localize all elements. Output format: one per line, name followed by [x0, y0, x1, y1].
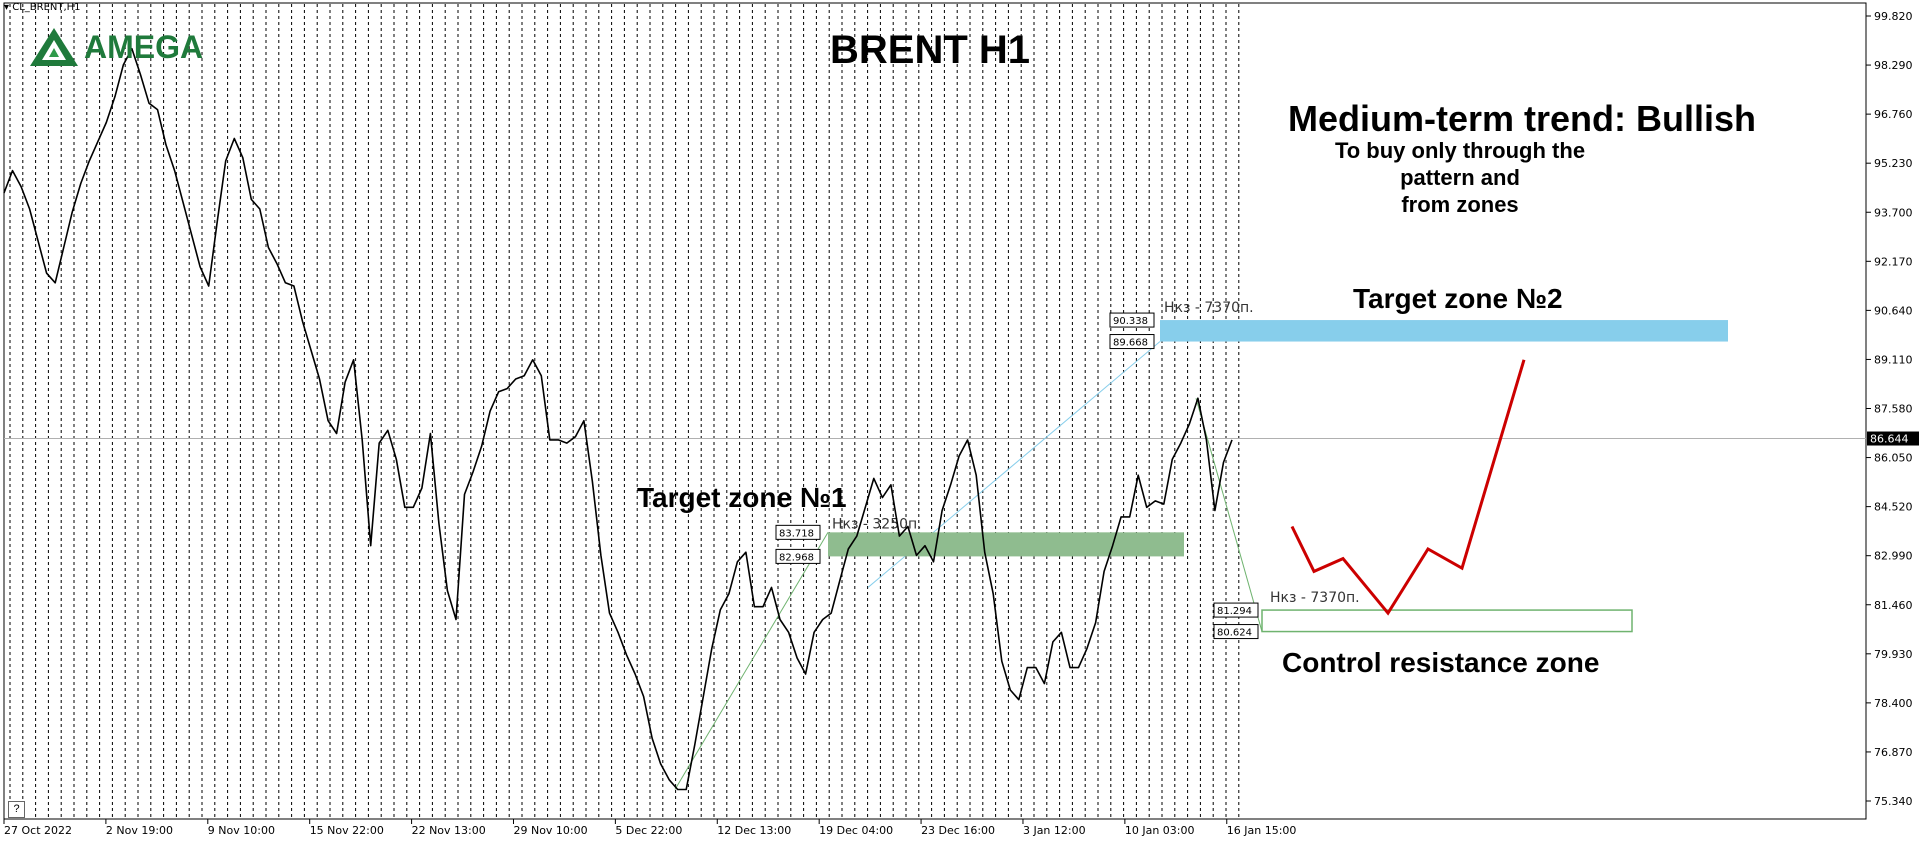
zone-price-tag-label: 83.718: [779, 528, 814, 539]
trend-note-line-2: from zones: [1401, 192, 1519, 217]
y-tick-label: 81.460: [1874, 599, 1913, 612]
x-tick-label: 16 Jan 15:00: [1227, 824, 1297, 837]
connector-line: [674, 532, 829, 790]
y-tick-label: 99.820: [1874, 10, 1913, 23]
y-tick-label: 78.400: [1874, 697, 1913, 710]
target-zone-1-label: Target zone №1: [637, 482, 847, 513]
y-tick-label: 89.110: [1874, 353, 1913, 366]
help-button[interactable]: ?: [8, 801, 25, 818]
zone-price-tag-label: 90.338: [1113, 316, 1148, 327]
current-price-tag: 86.644: [1867, 431, 1919, 446]
x-tick-label: 22 Nov 13:00: [412, 824, 486, 837]
y-tick-label: 92.170: [1874, 255, 1913, 268]
vertical-grid: [9, 4, 1240, 818]
price-series-line: [3, 47, 1233, 791]
y-tick-label: 82.990: [1874, 550, 1913, 563]
y-tick-label: 75.340: [1874, 795, 1913, 808]
time-axis: 27 Oct 2022 2 Nov 19:00 9 Nov 10:00 15 Nov …: [3, 819, 1297, 837]
zones: Нкз - 7370п. Нкз - 3250п. Нкз - 7370п.: [828, 300, 1728, 633]
zone-price-tag-label: 80.624: [1217, 628, 1252, 639]
x-tick-label: 5 Dec 22:00: [615, 824, 682, 837]
x-tick-label: 27 Oct 2022: [4, 824, 72, 837]
target-zone-2: [1160, 320, 1728, 342]
x-tick-label: 10 Jan 03:00: [1125, 824, 1195, 837]
x-tick-label: 3 Jan 12:00: [1023, 824, 1086, 837]
trend-note: To buy only through the pattern and from…: [1330, 137, 1590, 218]
x-tick-label: 15 Nov 22:00: [310, 824, 384, 837]
zone-price-tag: [1109, 334, 1155, 350]
svg-text:86.644: 86.644: [1870, 433, 1909, 446]
zone-price-tag: [1109, 312, 1155, 328]
y-tick-label: 87.580: [1874, 403, 1913, 416]
zone-price-tag-label: 82.968: [779, 552, 814, 563]
logo: AMEGA: [28, 26, 203, 68]
zone-price-tag: [1213, 602, 1259, 618]
trend-note-line-1: To buy only through the pattern and: [1334, 138, 1586, 190]
y-tick-label: 90.640: [1874, 304, 1913, 317]
price-axis: 99.820 98.290 96.760 95.230 93.700 92.170 90.6…: [1866, 10, 1913, 808]
symbol-label: CL_BRENT,H1: [12, 2, 81, 13]
target-zone-1: [828, 532, 1184, 557]
zone-2-note: Нкз - 7370п.: [1164, 300, 1254, 316]
zone-price-tag: [775, 548, 821, 564]
control-resistance-zone: [1261, 609, 1633, 633]
connector-line: [1195, 398, 1263, 632]
trend-heading: Medium-term trend: Bullish: [1288, 98, 1757, 139]
y-tick-label: 76.870: [1874, 746, 1913, 759]
zone-1-note: Нкз - 3250п.: [832, 516, 922, 532]
control-zone-label: Control resistance zone: [1282, 647, 1600, 678]
x-tick-label: 2 Nov 19:00: [106, 824, 173, 837]
logo-text: AMEGA: [84, 28, 204, 65]
y-tick-label: 79.930: [1874, 648, 1913, 661]
x-tick-label: 23 Dec 16:00: [921, 824, 995, 837]
zone-price-tags: 90.338 89.668 83.718 82.968 81.294 80.624: [775, 312, 1259, 640]
zone-price-tag-label: 81.294: [1217, 606, 1252, 617]
dropdown-triangle-icon[interactable]: ▾: [4, 2, 10, 13]
x-tick-label: 29 Nov 10:00: [513, 824, 587, 837]
amega-triangle-icon: [30, 28, 78, 66]
zone-price-tag: [775, 524, 821, 540]
y-tick-label: 86.050: [1874, 452, 1913, 465]
y-tick-label: 93.700: [1874, 206, 1913, 219]
chart-title: BRENT H1: [830, 28, 1031, 72]
target-zone-2-label: Target zone №2: [1353, 283, 1563, 314]
chart-border: [3, 2, 1867, 820]
forecast-path-line: [1290, 359, 1526, 616]
zone-price-tag-label: 89.668: [1113, 338, 1148, 349]
y-tick-label: 96.760: [1874, 108, 1913, 121]
x-tick-label: 19 Dec 04:00: [819, 824, 893, 837]
y-tick-label: 95.230: [1874, 157, 1913, 170]
x-tick-label: 12 Dec 13:00: [717, 824, 791, 837]
y-tick-label: 84.520: [1874, 501, 1913, 514]
control-zone-note: Нкз - 7370п.: [1270, 590, 1360, 606]
symbol-header[interactable]: ▾ CL_BRENT,H1: [4, 2, 81, 13]
zone-price-tag: [1213, 624, 1259, 640]
x-tick-label: 9 Nov 10:00: [208, 824, 275, 837]
y-tick-label: 98.290: [1874, 59, 1913, 72]
